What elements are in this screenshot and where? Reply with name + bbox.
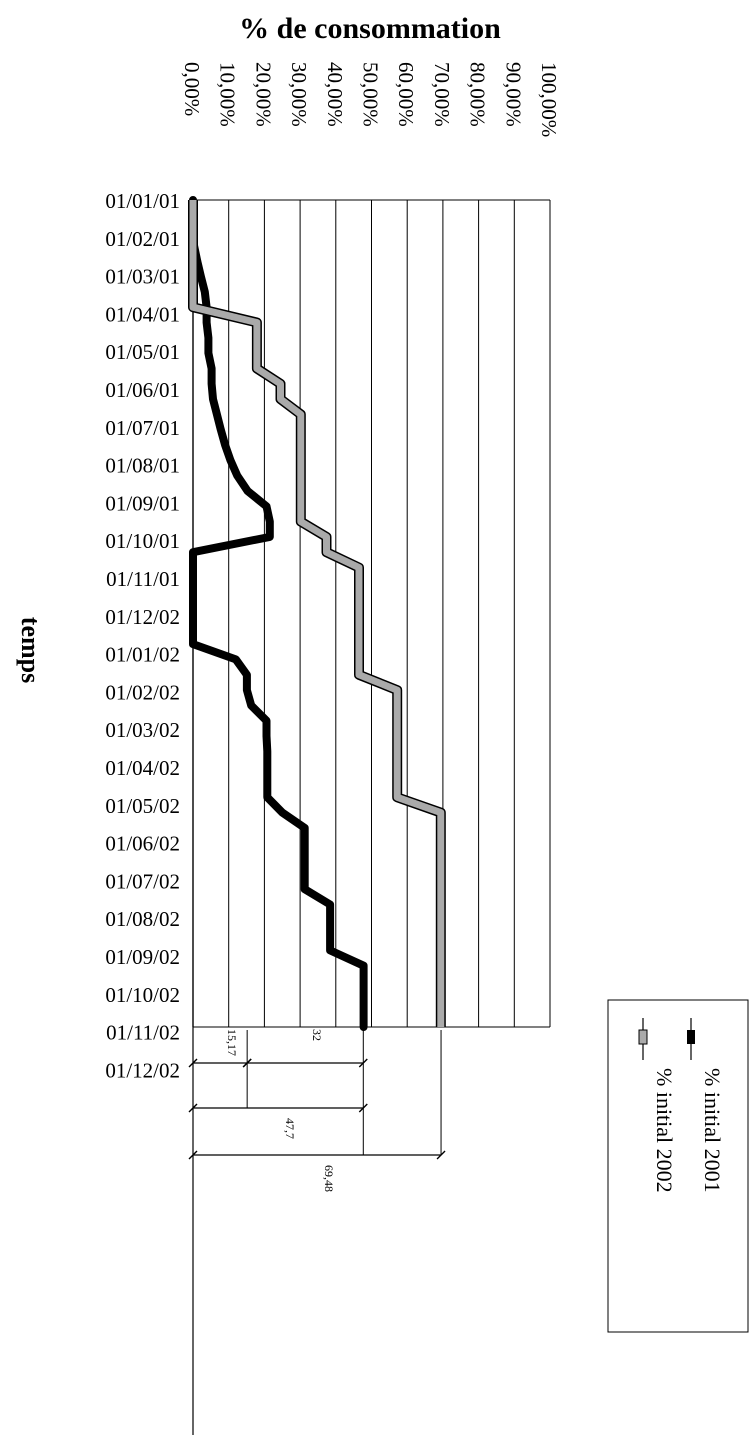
- dimension-lines: 15,17 32 47,7 69,48: [188, 1029, 446, 1192]
- x-axis-ticks: 0,00% 10,00% 20,00% 30,00% 40,00% 50,00% 60,00…: [180, 62, 561, 137]
- date-label: 01/11/02: [106, 1021, 180, 1045]
- x-tick-label: 10,00%: [216, 62, 240, 127]
- date-label: 01/04/01: [105, 302, 180, 326]
- x-tick-label: 30,00%: [287, 62, 311, 127]
- x-tick-label: 100,00%: [537, 62, 561, 137]
- dimension-label: 32: [310, 1029, 324, 1041]
- x-tick-label: 90,00%: [501, 62, 525, 127]
- dimension-tick: [188, 1103, 198, 1113]
- legend-box: [607, 999, 749, 1333]
- date-label: 01/05/02: [105, 794, 180, 818]
- date-label: 01/02/01: [105, 227, 180, 251]
- date-label: 01/12/02: [105, 1058, 180, 1082]
- gridlines: [192, 199, 551, 1435]
- date-label: 01/01/01: [105, 189, 180, 213]
- legend-label-2001: % initial 2001: [700, 1068, 725, 1193]
- dimension-label: 15,17: [225, 1029, 239, 1056]
- date-label: 01/09/02: [105, 945, 180, 969]
- legend-item-2001: % initial 2001: [687, 1018, 725, 1193]
- date-label: 01/12/02: [105, 605, 180, 629]
- dimension-label: 69,48: [322, 1165, 336, 1192]
- date-label: 01/07/02: [105, 869, 180, 893]
- dimension-tick: [188, 1150, 198, 1160]
- x-tick-label: 50,00%: [359, 62, 383, 127]
- date-label: 01/07/01: [105, 416, 180, 440]
- series-2001-line: [189, 196, 368, 1031]
- date-label: 01/01/02: [105, 643, 180, 667]
- legend-marker-2001: [687, 1030, 695, 1044]
- legend-item-2002: % initial 2002: [638, 1018, 677, 1193]
- x-tick-label: 80,00%: [466, 62, 490, 127]
- legend: % initial 2001 % initial 2002: [607, 999, 749, 1333]
- date-label: 01/06/02: [105, 832, 180, 856]
- x-tick-label: 0,00%: [180, 62, 204, 116]
- date-label: 01/11/01: [106, 567, 180, 591]
- date-label: 01/08/01: [105, 454, 180, 478]
- x-tick-label: 60,00%: [394, 62, 418, 127]
- x-tick-label: 20,00%: [251, 62, 275, 127]
- x-tick-label: 70,00%: [430, 62, 454, 127]
- date-label: 01/03/01: [105, 265, 180, 289]
- date-label: 01/08/02: [105, 907, 180, 931]
- date-label: 01/06/01: [105, 378, 180, 402]
- date-label: 01/09/01: [105, 491, 180, 515]
- date-label: 01/10/01: [105, 529, 180, 553]
- series-lines: [188, 196, 446, 1031]
- y-axis-label: temps: [16, 617, 45, 683]
- date-label: 01/05/01: [105, 340, 180, 364]
- legend-marker-2002: [638, 1029, 648, 1045]
- date-label: 01/10/02: [105, 983, 180, 1007]
- dimension-label: 47,7: [283, 1118, 297, 1139]
- date-label: 01/04/02: [105, 756, 180, 780]
- legend-label-2002: % initial 2002: [652, 1068, 677, 1193]
- chart-title: % de consommation: [239, 12, 501, 45]
- series-2002-line: [189, 200, 445, 1027]
- series-2002-outline: [188, 200, 446, 1027]
- date-labels: 01/01/01 01/02/01 01/03/01 01/04/01 01/05/01…: [105, 189, 180, 1082]
- dimension-tick: [188, 1058, 198, 1068]
- date-label: 01/02/02: [105, 680, 180, 704]
- x-tick-label: 40,00%: [323, 62, 347, 127]
- date-label: 01/03/02: [105, 718, 180, 742]
